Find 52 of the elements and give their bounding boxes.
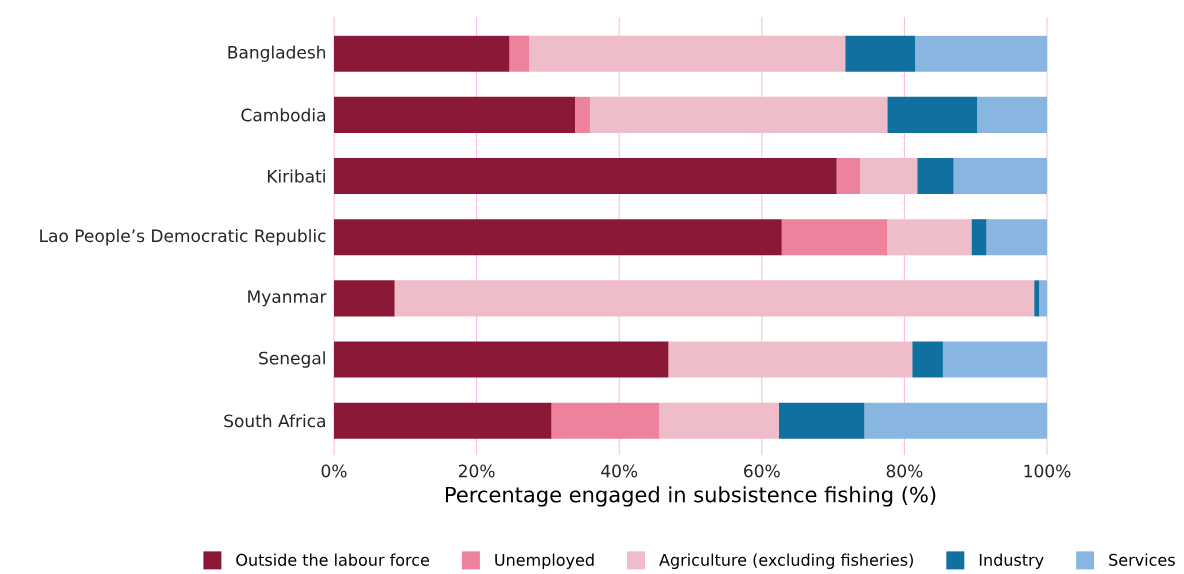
- bar: [845, 35, 916, 72]
- legend-label: Outside the labour force: [236, 553, 430, 566]
- y-tick-label: South Africa: [224, 414, 325, 428]
- bar: [1039, 280, 1047, 317]
- bar: [509, 35, 530, 72]
- x-tick-label: 80%: [886, 464, 923, 478]
- x-axis-title: Percentage engaged in subsistence fishing (%): [445, 486, 936, 507]
- bar: [915, 35, 1047, 72]
- bar: [887, 219, 972, 256]
- bar: [551, 402, 660, 439]
- bar: [574, 96, 590, 133]
- bar: [942, 341, 1047, 378]
- x-tick-label: 100%: [1024, 464, 1071, 478]
- x-tick-label: 60%: [744, 464, 780, 478]
- y-tick-label: Senegal: [259, 351, 325, 368]
- bar: [971, 219, 987, 256]
- bar: [864, 402, 1047, 439]
- bar: [986, 219, 1047, 256]
- y-tick-label: Lao People’s Democratic Republic: [40, 229, 326, 246]
- bar: [836, 158, 861, 195]
- y-tick-label: Myanmar: [248, 290, 327, 307]
- legend-label: Unemployed: [495, 553, 594, 570]
- x-tick-label: 20%: [458, 464, 495, 478]
- y-tick-label: Kiribati: [267, 169, 325, 183]
- bar: [334, 280, 395, 317]
- bar: [334, 341, 669, 378]
- bar: [912, 341, 943, 378]
- bar: [668, 341, 913, 378]
- bar: [334, 219, 782, 256]
- legend-label: Agriculture (excluding fisheries): [659, 553, 913, 570]
- y-tick-label: Cambodia: [241, 108, 325, 122]
- bar: [334, 35, 510, 72]
- x-tick-label: 0%: [321, 464, 347, 478]
- bar: [334, 158, 837, 195]
- bar: [659, 402, 779, 439]
- bar: [334, 96, 575, 133]
- bar: [334, 402, 552, 439]
- bar: [917, 158, 954, 195]
- bar: [778, 402, 865, 439]
- bar: [529, 35, 846, 72]
- bar: [394, 280, 1035, 317]
- legend-label: Services: [1109, 553, 1175, 566]
- x-tick-label: 40%: [601, 464, 638, 478]
- bar: [860, 158, 918, 195]
- y-tick-label: Bangladesh: [228, 45, 326, 62]
- bar: [1034, 280, 1040, 317]
- bar: [953, 158, 1047, 195]
- legend-label: Industry: [979, 553, 1044, 570]
- bar: [977, 96, 1047, 133]
- bar: [887, 96, 978, 133]
- bar: [589, 96, 888, 133]
- bar: [781, 219, 888, 256]
